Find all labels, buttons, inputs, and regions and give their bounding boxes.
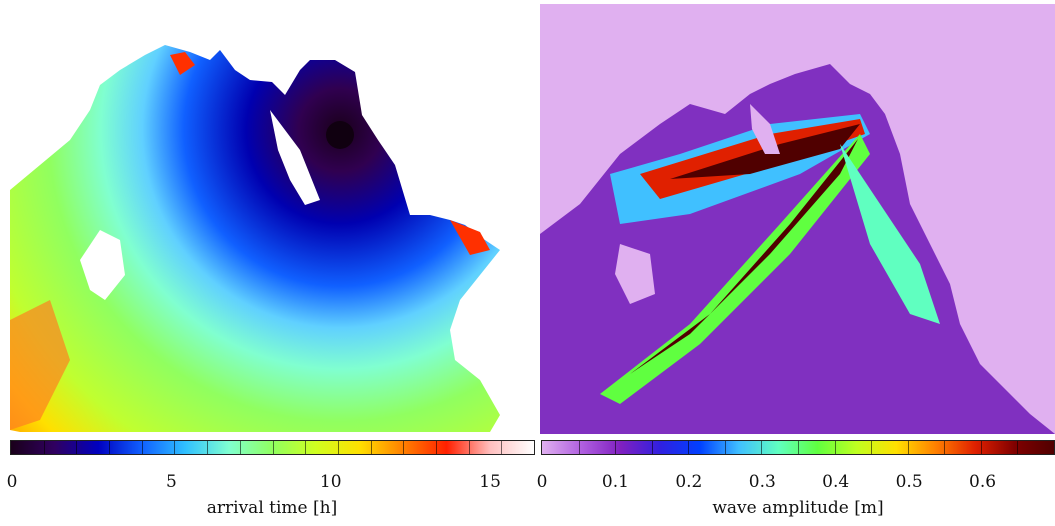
arrival-time-tick-label: 10 xyxy=(319,472,342,492)
wave-amplitude-segment-divider xyxy=(724,441,726,454)
arrival-time-segment-divider xyxy=(403,441,405,454)
arrival-time-segment-divider xyxy=(272,441,274,454)
arrival-time-segment-divider xyxy=(174,441,176,454)
wave-amplitude-tick-label: 0.2 xyxy=(675,472,703,492)
wave-amplitude-map xyxy=(540,4,1055,434)
arrival-time-segment-divider xyxy=(305,441,307,454)
landmass-india xyxy=(750,104,780,154)
wave-amplitude-segment-divider xyxy=(615,441,617,454)
coast-highlight xyxy=(170,52,195,75)
wave-amplitude-segment-divider xyxy=(834,441,836,454)
wave-amplitude-tick-label: 0.1 xyxy=(601,472,629,492)
arrival-time-map xyxy=(10,45,500,432)
wave-amplitude-segment-divider xyxy=(944,441,946,454)
wave-amplitude-segment-divider xyxy=(1017,441,1019,454)
wave-amplitude-segment-divider xyxy=(578,441,580,454)
arrival-time-segment-divider xyxy=(76,441,78,454)
wave-amplitude-tick-label: 0.6 xyxy=(969,472,997,492)
arrival-time-segment-divider xyxy=(207,441,209,454)
wave-beam-southwest-outer xyxy=(600,134,870,404)
wave-amplitude-segment-divider xyxy=(798,441,799,454)
wave-amplitude-tick-label: 0.4 xyxy=(822,472,850,492)
coast-highlight xyxy=(450,220,490,255)
landmass-india xyxy=(270,110,320,205)
wave-beam-south xyxy=(840,144,940,324)
arrival-time-segment-divider xyxy=(109,441,111,454)
arrival-time-segment-divider xyxy=(468,441,470,454)
arrival-time-segment-divider xyxy=(501,441,503,454)
landmass-madagascar xyxy=(80,230,125,300)
wave-amplitude-segment-divider xyxy=(871,441,873,454)
wave-amplitude-tick-label: 0.3 xyxy=(748,472,776,492)
wave-amplitude-segment-divider xyxy=(907,441,909,454)
wave-amplitude-segment-divider xyxy=(980,441,982,454)
arrival-time-ocean xyxy=(10,45,500,432)
arrival-time-segment-divider xyxy=(337,441,339,454)
arrival-time-panel: 0 5 10 15 arrival time [h] xyxy=(0,0,535,526)
arrival-time-segment-divider xyxy=(435,441,437,454)
wave-amplitude-label: wave amplitude [m] xyxy=(712,498,884,518)
wave-amplitude-segment-divider xyxy=(761,441,763,454)
arrival-time-label: arrival time [h] xyxy=(206,498,338,518)
arrival-time-segment-divider xyxy=(43,441,45,454)
arrival-time-tick-label: 0 xyxy=(6,472,18,492)
arrival-time-tick-label: 5 xyxy=(165,472,177,492)
wave-amplitude-tick-label: 0 xyxy=(536,472,548,492)
landmass-madagascar xyxy=(615,244,655,304)
wave-amplitude-colorbar xyxy=(541,440,1055,455)
source-region xyxy=(326,121,354,149)
coast-highlight xyxy=(10,300,70,430)
wave-amplitude-segment-divider xyxy=(688,441,690,454)
arrival-time-tick-label: 15 xyxy=(479,472,501,492)
arrival-time-segment-divider xyxy=(370,441,372,454)
wave-amplitude-segment-divider xyxy=(651,441,653,454)
arrival-time-segment-divider xyxy=(239,441,241,454)
arrival-time-segment-divider xyxy=(141,441,143,454)
arrival-time-colorbar xyxy=(10,440,535,455)
wave-amplitude-tick-label: 0.5 xyxy=(895,472,923,492)
